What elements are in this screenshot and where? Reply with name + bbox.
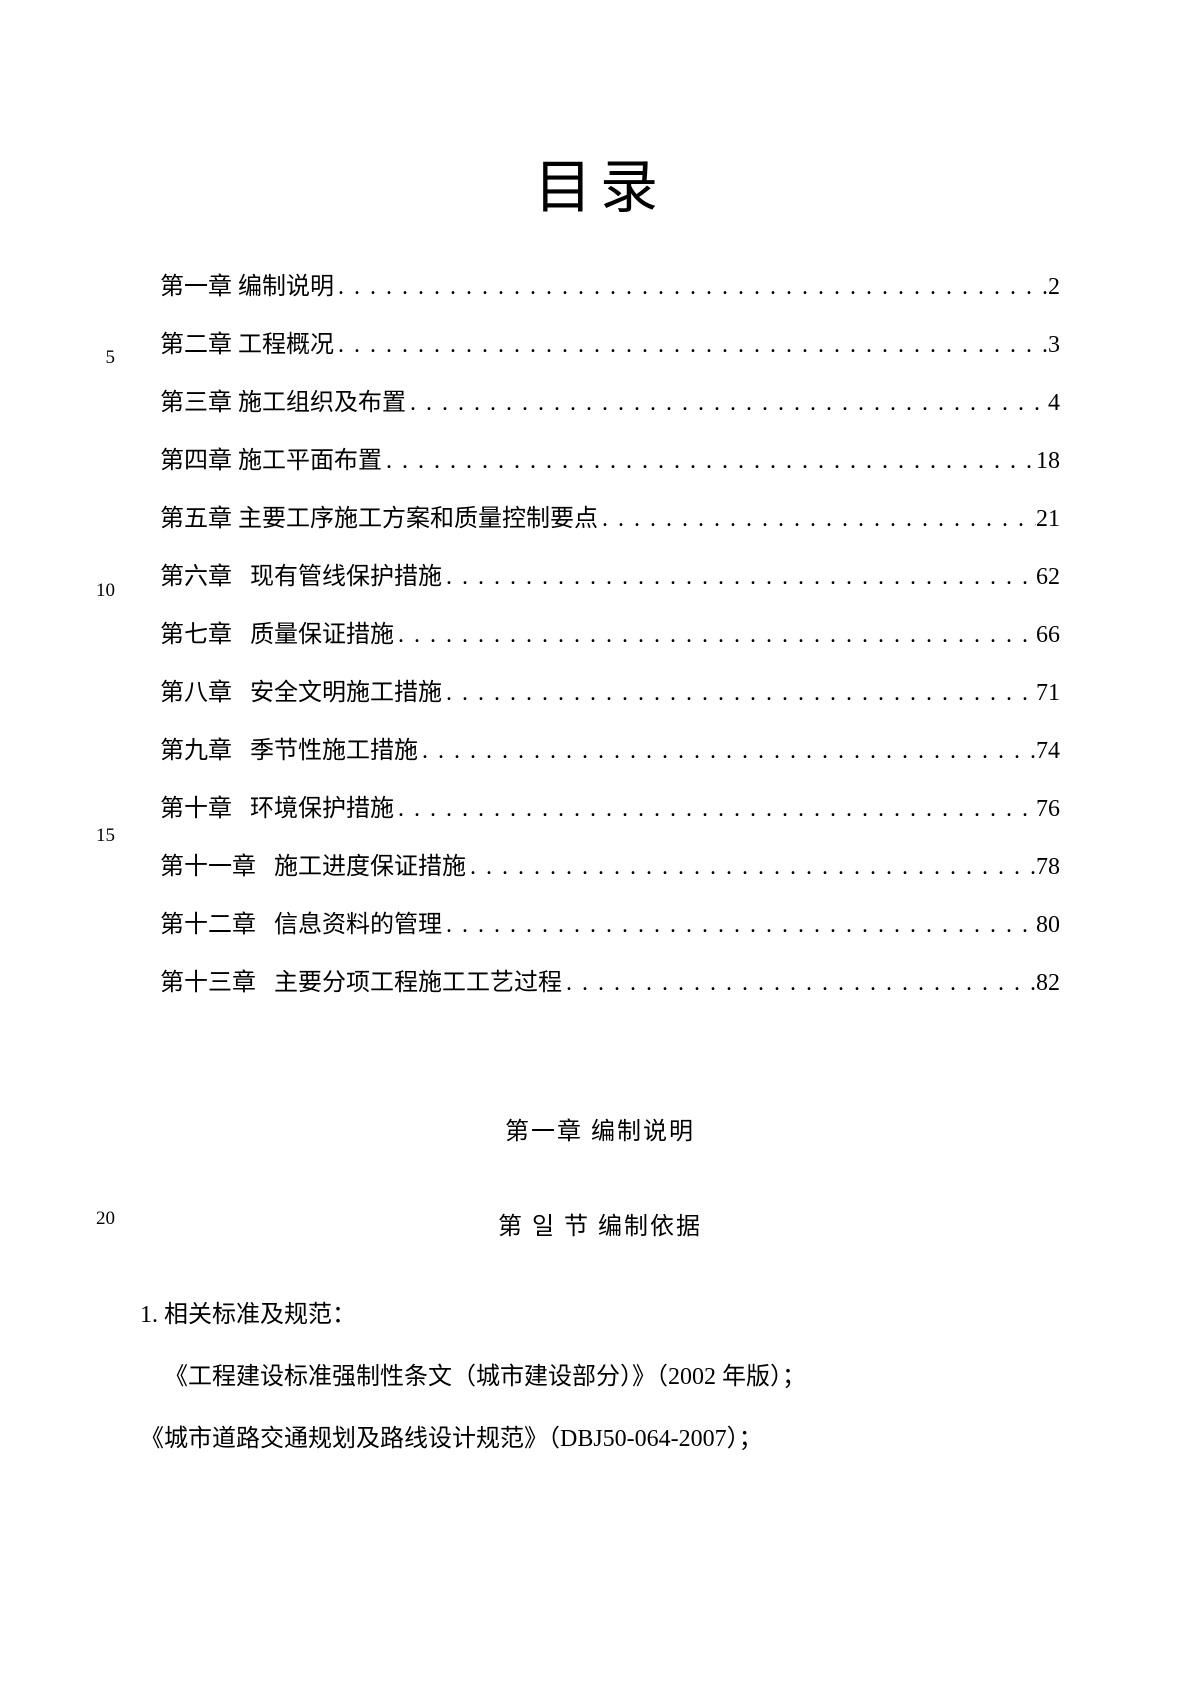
toc-leader: . . . . . . . . . . . . . . . . . . . . …	[442, 907, 1036, 943]
toc-name: 现有管线保护措施	[250, 559, 442, 595]
toc-chapter: 第五章	[160, 501, 232, 537]
toc-entry: 第八章 安全文明施工措施 . . . . . . . . . . . . . .…	[160, 675, 1060, 711]
toc-page: 80	[1036, 907, 1060, 943]
toc-name: 工程概况	[238, 327, 334, 363]
body-line: 1. 相关标准及规范：	[140, 1291, 1060, 1339]
toc-chapter: 第九章	[160, 733, 232, 769]
toc-page: 66	[1036, 617, 1060, 653]
toc-chapter: 第十一章	[160, 849, 256, 885]
toc-name: 季节性施工措施	[250, 733, 418, 769]
toc-chapter: 第八章	[160, 675, 232, 711]
line-number: 20	[85, 1208, 115, 1230]
toc-leader: . . . . . . . . . . . . . . . . . . . . …	[442, 675, 1036, 711]
toc-leader: . . . . . . . . . . . . . . . . . . . . …	[406, 385, 1048, 421]
toc-leader: . . . . . . . . . . . . . . . . . . . . …	[394, 617, 1036, 653]
section-heading: 第一章 编制说明	[140, 1111, 1060, 1146]
toc-name: 信息资料的管理	[274, 907, 442, 943]
toc-page: 18	[1036, 443, 1060, 479]
toc-name: 安全文明施工措施	[250, 675, 442, 711]
toc-page: 82	[1036, 965, 1060, 1001]
document-page: 5 10 15 20 目录 第一章 编制说明 . . . . . . . . .…	[0, 0, 1200, 1557]
toc-page: 78	[1036, 849, 1060, 885]
toc-entry: 第一章 编制说明 . . . . . . . . . . . . . . . .…	[160, 269, 1060, 305]
toc-entry: 第九章 季节性施工措施 . . . . . . . . . . . . . . …	[160, 733, 1060, 769]
toc-name: 施工组织及布置	[238, 385, 406, 421]
body-line: 《工程建设标准强制性条文（城市建设部分）》（2002 年版）；	[140, 1353, 1060, 1401]
toc-entry: 第五章 主要工序施工方案和质量控制要点 . . . . . . . . . . …	[160, 501, 1060, 537]
toc-entry: 第三章 施工组织及布置 . . . . . . . . . . . . . . …	[160, 385, 1060, 421]
toc-leader: . . . . . . . . . . . . . . . . . . . . …	[466, 849, 1036, 885]
toc-entry: 第十三章 主要分项工程施工工艺过程 . . . . . . . . . . . …	[160, 965, 1060, 1001]
page-title: 目录	[140, 140, 1060, 224]
toc-chapter: 第四章	[160, 443, 232, 479]
toc-chapter: 第十二章	[160, 907, 256, 943]
toc-page: 76	[1036, 791, 1060, 827]
toc-leader: . . . . . . . . . . . . . . . . . . . . …	[598, 501, 1036, 537]
toc-entry: 第六章 现有管线保护措施 . . . . . . . . . . . . . .…	[160, 559, 1060, 595]
line-number: 10	[85, 580, 115, 602]
toc-chapter: 第三章	[160, 385, 232, 421]
toc-entry: 第十二章 信息资料的管理 . . . . . . . . . . . . . .…	[160, 907, 1060, 943]
toc-entry: 第四章 施工平面布置 . . . . . . . . . . . . . . .…	[160, 443, 1060, 479]
table-of-contents: 第一章 编制说明 . . . . . . . . . . . . . . . .…	[160, 269, 1060, 1001]
toc-leader: . . . . . . . . . . . . . . . . . . . . …	[334, 269, 1048, 305]
toc-chapter: 第二章	[160, 327, 232, 363]
toc-leader: . . . . . . . . . . . . . . . . . . . . …	[382, 443, 1036, 479]
toc-entry: 第十章 环境保护措施 . . . . . . . . . . . . . . .…	[160, 791, 1060, 827]
toc-page: 21	[1036, 501, 1060, 537]
toc-name: 主要分项工程施工工艺过程	[274, 965, 562, 1001]
toc-page: 74	[1036, 733, 1060, 769]
toc-chapter: 第七章	[160, 617, 232, 653]
body-text: 1. 相关标准及规范： 《工程建设标准强制性条文（城市建设部分）》（2002 年…	[140, 1291, 1060, 1463]
toc-page: 62	[1036, 559, 1060, 595]
toc-name: 主要工序施工方案和质量控制要点	[238, 501, 598, 537]
line-number: 15	[85, 825, 115, 847]
toc-chapter: 第六章	[160, 559, 232, 595]
toc-chapter: 第十三章	[160, 965, 256, 1001]
toc-page: 71	[1036, 675, 1060, 711]
toc-chapter: 第一章	[160, 269, 232, 305]
toc-leader: . . . . . . . . . . . . . . . . . . . . …	[418, 733, 1036, 769]
toc-name: 编制说明	[238, 269, 334, 305]
toc-entry: 第七章 质量保证措施 . . . . . . . . . . . . . . .…	[160, 617, 1060, 653]
toc-page: 4	[1048, 385, 1060, 421]
toc-name: 环境保护措施	[250, 791, 394, 827]
subsection-heading: 第 일 节 编制依据	[140, 1206, 1060, 1241]
toc-name: 施工平面布置	[238, 443, 382, 479]
toc-name: 施工进度保证措施	[274, 849, 466, 885]
body-line: 《城市道路交通规划及路线设计规范》（DBJ50-064-2007）；	[140, 1415, 1060, 1463]
toc-page: 3	[1048, 327, 1060, 363]
toc-leader: . . . . . . . . . . . . . . . . . . . . …	[334, 327, 1048, 363]
toc-entry: 第十一章 施工进度保证措施 . . . . . . . . . . . . . …	[160, 849, 1060, 885]
toc-leader: . . . . . . . . . . . . . . . . . . . . …	[442, 559, 1036, 595]
line-number: 5	[85, 347, 115, 369]
toc-leader: . . . . . . . . . . . . . . . . . . . . …	[562, 965, 1036, 1001]
toc-entry: 第二章 工程概况 . . . . . . . . . . . . . . . .…	[160, 327, 1060, 363]
toc-leader: . . . . . . . . . . . . . . . . . . . . …	[394, 791, 1036, 827]
toc-chapter: 第十章	[160, 791, 232, 827]
toc-name: 质量保证措施	[250, 617, 394, 653]
toc-page: 2	[1048, 269, 1060, 305]
